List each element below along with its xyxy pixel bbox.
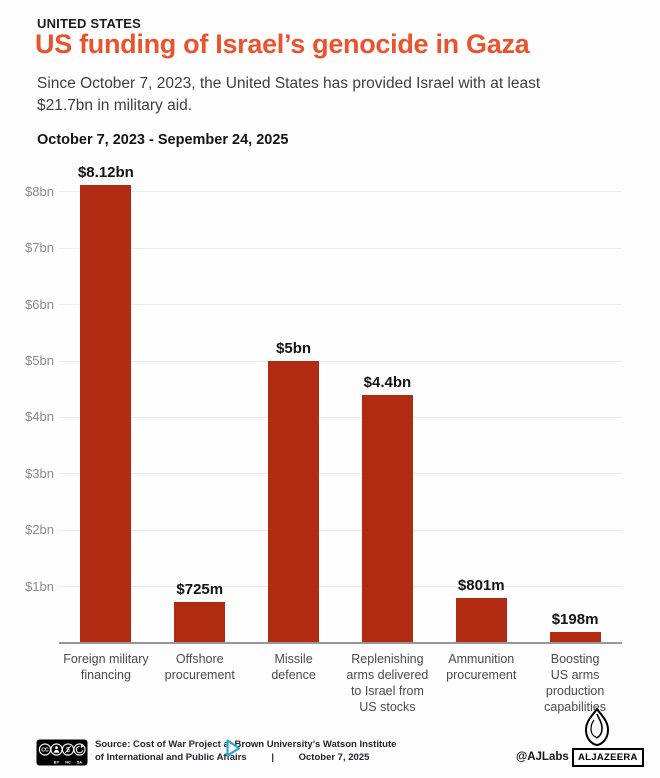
- page-title: US funding of Israel’s genocide in Gaza: [35, 29, 530, 59]
- bar: [80, 185, 132, 643]
- bar: [268, 361, 320, 643]
- source-date: October 7, 2025: [298, 752, 370, 763]
- y-axis-tick-label: $6bn: [25, 296, 54, 312]
- aljazeera-logo-box: ALJAZEERA: [572, 748, 644, 767]
- y-axis-tick-label: $7bn: [25, 240, 54, 256]
- svg-text:CC: CC: [41, 748, 49, 754]
- bar: [361, 395, 413, 643]
- source-separator: |: [271, 752, 274, 763]
- bar: [549, 632, 601, 643]
- cc-nc-label: NC: [65, 761, 71, 765]
- svg-text:$: $: [66, 747, 70, 754]
- source-line2-text: of International and Public Affairs: [95, 752, 247, 763]
- gridline: [59, 529, 622, 531]
- y-axis-tick-label: $3bn: [25, 465, 54, 481]
- x-axis-label: Replenishing arms delivered to Israel fr…: [346, 652, 429, 714]
- subtitle-line-1: Since October 7, 2023, the United States…: [37, 75, 541, 92]
- cursor-icon: [226, 739, 241, 757]
- gridline: [59, 586, 622, 588]
- source-line-1: Source: Cost of War Project at Brown Uni…: [95, 739, 397, 750]
- x-axis-label: Ammunition procurement: [446, 652, 517, 682]
- y-axis-tick-label: $4bn: [25, 409, 54, 425]
- kicker: UNITED STATES: [37, 16, 141, 31]
- y-axis-tick-label: $2bn: [25, 522, 54, 538]
- bar-value-label: $801m: [457, 577, 505, 594]
- aljazeera-flame-logo: [584, 708, 610, 746]
- bar: [174, 602, 226, 643]
- x-axis-line: [59, 642, 622, 644]
- y-axis-tick-label: $8bn: [25, 183, 54, 199]
- gridline: [59, 416, 622, 418]
- bar-value-label: $4.4bn: [363, 374, 412, 391]
- subtitle: Since October 7, 2023, the United States…: [37, 73, 540, 117]
- bar: [455, 598, 507, 643]
- cc-sa-label: SA: [77, 761, 83, 765]
- bar-value-label: $5bn: [276, 340, 312, 357]
- x-axis-label: Boosting US arms production capabilities: [544, 652, 606, 714]
- cc-by-label: BY: [54, 761, 60, 765]
- gridline: [59, 473, 622, 475]
- subtitle-line-2: $21.7bn in military aid.: [37, 97, 193, 114]
- gridline: [59, 191, 622, 193]
- y-axis-tick-label: $5bn: [25, 353, 54, 368]
- cc-license-icon: CC $ BY NC SA: [36, 739, 88, 766]
- bar-value-label: $725m: [176, 581, 224, 598]
- y-axis-tick-label: $1bn: [25, 578, 54, 594]
- x-axis-label: Foreign military financing: [63, 652, 149, 682]
- chart-period-title: October 7, 2023 - Sepember 24, 2025: [37, 132, 289, 148]
- source-note: Source: Cost of War Project at Brown Uni…: [95, 738, 396, 764]
- gridline: [59, 360, 622, 362]
- bar-value-label: $8.12bn: [77, 164, 134, 181]
- x-axis-label: Missile defence: [271, 652, 316, 682]
- ajlabs-credit: @AJLabs: [516, 751, 569, 763]
- bar-value-label: $198m: [551, 611, 599, 628]
- gridline: [59, 247, 622, 249]
- gridline: [59, 304, 622, 306]
- source-line-2: of International and Public Affairs | Oc…: [95, 751, 396, 764]
- x-axis-label: Offshore procurement: [164, 652, 235, 682]
